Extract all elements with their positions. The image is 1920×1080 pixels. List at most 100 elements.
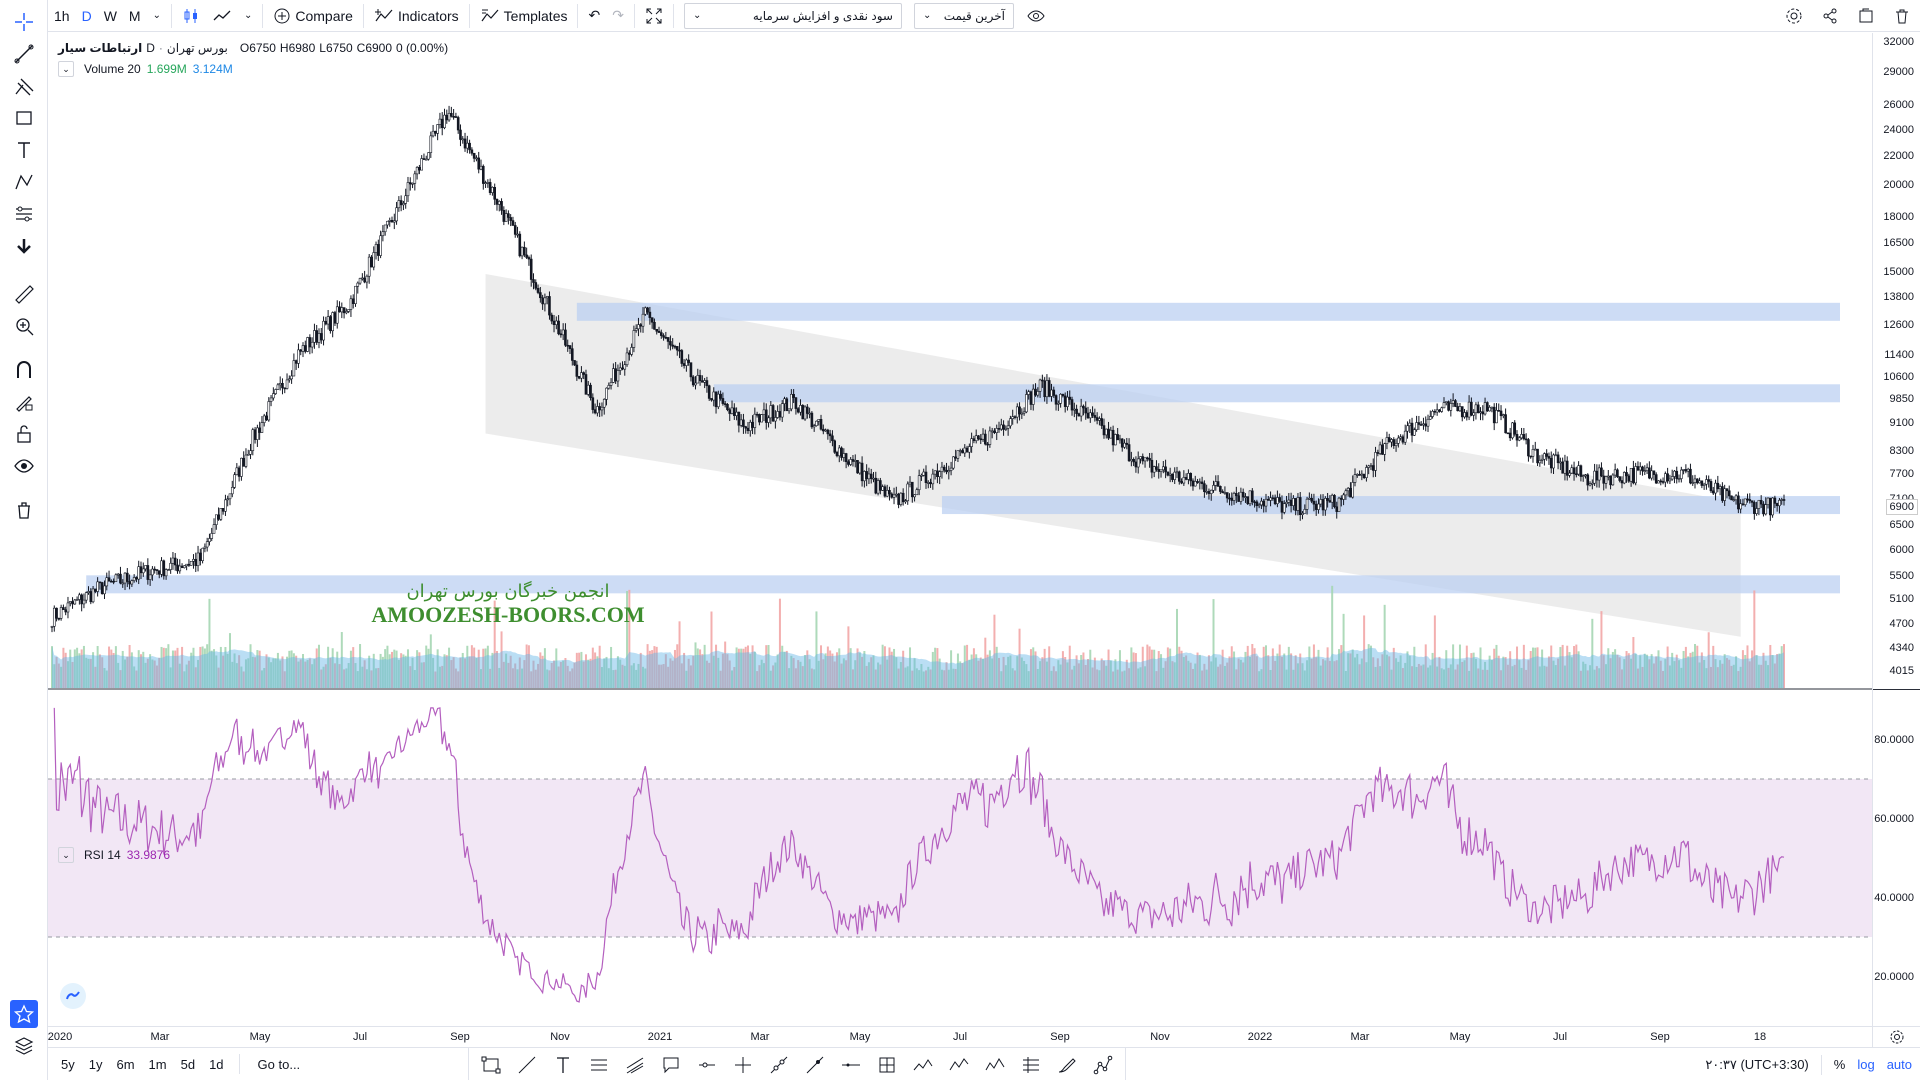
fullscreen-icon[interactable] xyxy=(639,0,669,32)
redo-icon[interactable]: ↷ xyxy=(612,7,624,23)
volume-bar xyxy=(1242,662,1245,688)
range-6m[interactable]: 6m xyxy=(116,1056,135,1072)
trend-line-icon[interactable] xyxy=(10,40,38,68)
compare-button[interactable]: Compare xyxy=(267,0,359,32)
axis-settings-gear-icon[interactable] xyxy=(1872,1026,1920,1047)
path-tool-icon[interactable] xyxy=(1085,1050,1121,1080)
chart-canvas[interactable] xyxy=(48,33,1872,1026)
rectangle-icon[interactable] xyxy=(10,104,38,132)
share-icon[interactable] xyxy=(1812,0,1848,32)
lock-drawing-icon[interactable] xyxy=(10,388,38,416)
candle-body xyxy=(203,546,207,549)
trend-line-tool-icon[interactable] xyxy=(509,1050,545,1080)
settings-gear-icon[interactable] xyxy=(1776,0,1812,32)
volume-bar xyxy=(573,662,576,688)
indicators-button[interactable]: Indicators xyxy=(368,0,465,32)
fib-grid-tool-icon[interactable] xyxy=(869,1050,905,1080)
candle-body xyxy=(1447,401,1450,411)
auto-toggle[interactable]: auto xyxy=(1886,1057,1912,1072)
date-range-group: 5y 1y 6m 1m 5d 1d xyxy=(54,1057,231,1072)
dividend-adjust-select[interactable]: ⌄ سود نقدی و افزایش سرمایه xyxy=(683,2,902,29)
wave-123-tool-icon[interactable] xyxy=(905,1050,941,1080)
cycle-tool-icon[interactable] xyxy=(1013,1050,1049,1080)
horizontal-line-tool-icon[interactable] xyxy=(833,1050,869,1080)
volume-collapse-chevron-icon[interactable]: ⌄ xyxy=(58,61,74,77)
favorites-star-icon[interactable] xyxy=(10,1000,38,1028)
goto-button[interactable]: Go to... xyxy=(257,1056,301,1072)
range-5y[interactable]: 5y xyxy=(61,1056,75,1072)
volume-bar xyxy=(817,660,820,688)
timezone-label[interactable]: ۲۰:۳۷ (UTC+3:30) xyxy=(1705,1056,1809,1072)
eye-icon[interactable] xyxy=(10,452,38,480)
text-tool-icon[interactable] xyxy=(545,1050,581,1080)
candle-body xyxy=(808,412,811,415)
price-axis[interactable]: 32000 29000 26000 24000 22000 20000 18000 16500… xyxy=(1872,33,1920,1047)
candle-body xyxy=(157,570,161,575)
interval-m[interactable]: M xyxy=(128,7,141,24)
volume-bar xyxy=(824,653,827,688)
pitchfork-icon[interactable] xyxy=(10,72,38,100)
pattern-icon[interactable] xyxy=(10,168,38,196)
crosshair-icon[interactable] xyxy=(10,8,38,36)
extended-line-tool-icon[interactable] xyxy=(797,1050,833,1080)
tradingview-logo-icon[interactable] xyxy=(60,983,86,1009)
percent-toggle[interactable]: % xyxy=(1833,1057,1846,1072)
ruler-icon[interactable] xyxy=(10,280,38,308)
callout-tool-icon[interactable] xyxy=(653,1050,689,1080)
regression-tool-icon[interactable] xyxy=(617,1050,653,1080)
candles-chart-type-icon[interactable] xyxy=(176,0,206,32)
wave-ace-tool-icon[interactable] xyxy=(977,1050,1013,1080)
candle-body xyxy=(1047,380,1051,397)
interval-dropdown-chevron-icon[interactable]: ⌄ xyxy=(152,10,161,21)
rsi-collapse-chevron-icon[interactable]: ⌄ xyxy=(58,847,74,863)
chart-pane[interactable]: ارتباطات سیار D · بورس تهران O6750 H6980… xyxy=(48,33,1872,1047)
brush-tool-icon[interactable] xyxy=(1049,1050,1085,1080)
wave-abc-tool-icon[interactable] xyxy=(941,1050,977,1080)
volume-bar xyxy=(1351,649,1354,688)
volume-bar xyxy=(772,665,775,688)
volume-bar xyxy=(1771,655,1774,688)
prediction-icon[interactable] xyxy=(10,200,38,228)
candle-body xyxy=(1739,503,1742,510)
zoom-in-icon[interactable] xyxy=(10,312,38,340)
volume-bar xyxy=(797,660,800,688)
range-1y[interactable]: 1y xyxy=(88,1056,103,1072)
delete-icon[interactable] xyxy=(1884,0,1920,32)
range-1d[interactable]: 1d xyxy=(209,1056,224,1072)
price-source-select[interactable]: ⌄ آخرین قیمت xyxy=(913,2,1014,29)
interval-d[interactable]: D xyxy=(81,7,92,24)
magnet-icon[interactable] xyxy=(10,356,38,384)
candle-body xyxy=(803,406,807,420)
time-axis[interactable]: 2020 Mar May Jul Sep Nov 2021 Mar May Jul Sep Nov 20… xyxy=(48,1026,1872,1046)
candle-body xyxy=(456,117,460,131)
arrow-down-icon[interactable] xyxy=(10,232,38,260)
range-5d[interactable]: 5d xyxy=(180,1056,196,1072)
undo-icon[interactable]: ↶ xyxy=(588,7,601,23)
text-icon[interactable] xyxy=(10,136,38,164)
cross-line-tool-icon[interactable] xyxy=(725,1050,761,1080)
parallel-channel-tool-icon[interactable] xyxy=(581,1050,617,1080)
info-line-tool-icon[interactable] xyxy=(761,1050,797,1080)
interval-w[interactable]: W xyxy=(103,7,117,24)
volume-bar xyxy=(1020,657,1023,688)
unlock-icon[interactable] xyxy=(10,420,38,448)
trash-icon[interactable] xyxy=(10,496,38,524)
chart-type-chevron-icon[interactable]: ⌄ xyxy=(243,10,253,21)
candle-body xyxy=(655,329,659,332)
interval-1h[interactable]: 1h xyxy=(54,7,70,24)
snapshot-icon[interactable] xyxy=(1848,0,1884,32)
horizontal-ray-tool-icon[interactable] xyxy=(689,1050,725,1080)
toolbar-divider xyxy=(633,3,635,28)
layers-icon[interactable] xyxy=(10,1032,38,1060)
candle-body xyxy=(965,447,969,453)
candle-body xyxy=(657,330,661,333)
top-toolbar: 1h D W M ⌄ ⌄ Compare Indicators Template… xyxy=(48,0,1920,32)
line-chart-type-icon[interactable] xyxy=(206,0,238,32)
volume-bar xyxy=(477,649,480,688)
eye-visibility-icon[interactable] xyxy=(1020,0,1052,32)
range-1m[interactable]: 1m xyxy=(148,1056,167,1072)
candle-body xyxy=(301,345,305,352)
rectangle-tool-icon[interactable] xyxy=(473,1050,509,1080)
templates-button[interactable]: Templates xyxy=(474,0,574,32)
log-toggle[interactable]: log xyxy=(1857,1057,1875,1072)
